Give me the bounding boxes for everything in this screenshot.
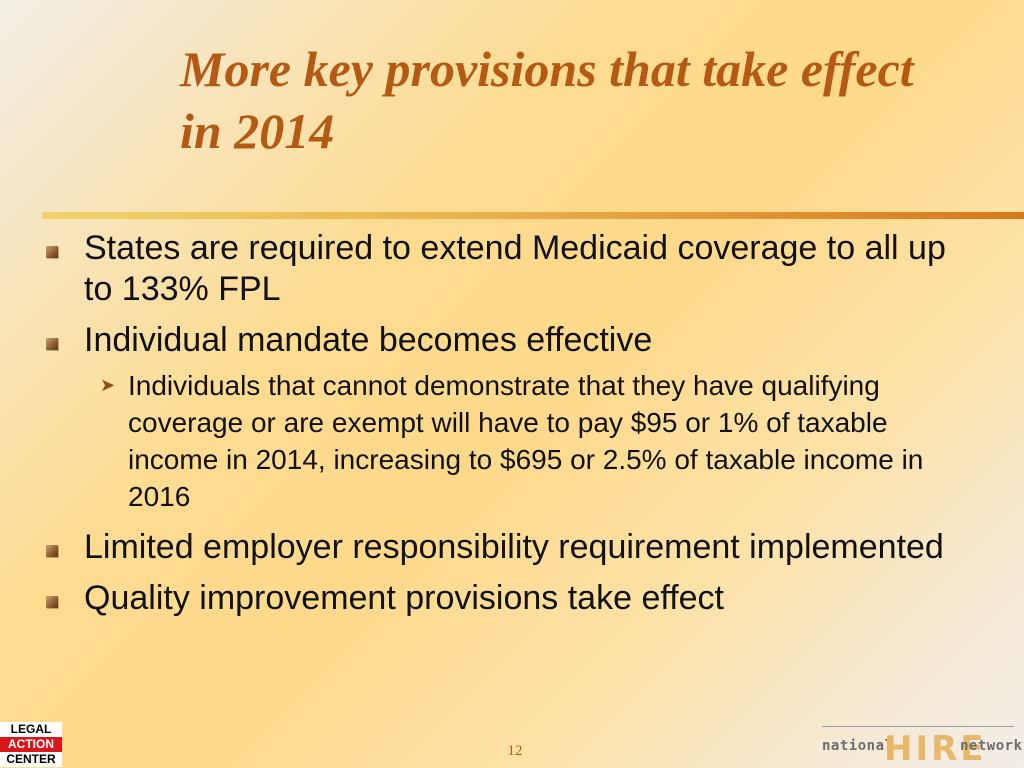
square-bullet-icon xyxy=(46,338,58,350)
logo-word-center: CENTER xyxy=(0,752,62,767)
arrow-bullet-icon: ➤ xyxy=(100,375,116,395)
bullet-item: Individual mandate becomes effective xyxy=(40,320,980,361)
logo-word-legal: LEGAL xyxy=(0,722,62,737)
bullet-text: Limited employer responsibility requirem… xyxy=(84,528,944,566)
bullet-item: Limited employer responsibility requirem… xyxy=(40,527,980,568)
bullet-text: States are required to extend Medicaid c… xyxy=(84,229,946,308)
square-bullet-icon xyxy=(46,246,58,258)
bullet-text: Individual mandate becomes effective xyxy=(84,321,653,359)
bullet-text: Quality improvement provisions take effe… xyxy=(84,579,724,617)
legal-action-center-logo: LEGAL ACTION CENTER xyxy=(0,722,62,768)
national-hire-network-logo: national HIRE network xyxy=(822,724,1022,768)
logo-rule xyxy=(822,726,1014,727)
square-bullet-icon xyxy=(46,545,58,557)
bullet-item: Quality improvement provisions take effe… xyxy=(40,578,980,619)
sub-bullet-text: Individuals that cannot demonstrate that… xyxy=(128,370,924,512)
bullet-item: States are required to extend Medicaid c… xyxy=(40,228,980,310)
square-bullet-icon xyxy=(46,596,58,608)
logo-word-action: ACTION xyxy=(0,737,62,752)
logo-word-network: network xyxy=(960,738,1023,754)
slide-title: More key provisions that take effect in … xyxy=(180,41,914,159)
title-divider xyxy=(42,212,1024,219)
page-number: 12 xyxy=(507,743,523,759)
logo-word-hire: HIRE xyxy=(884,729,987,768)
logo-word-national: national xyxy=(822,738,894,754)
sub-bullet-item: ➤ Individuals that cannot demonstrate th… xyxy=(40,367,980,515)
slide-content: States are required to extend Medicaid c… xyxy=(40,228,980,629)
